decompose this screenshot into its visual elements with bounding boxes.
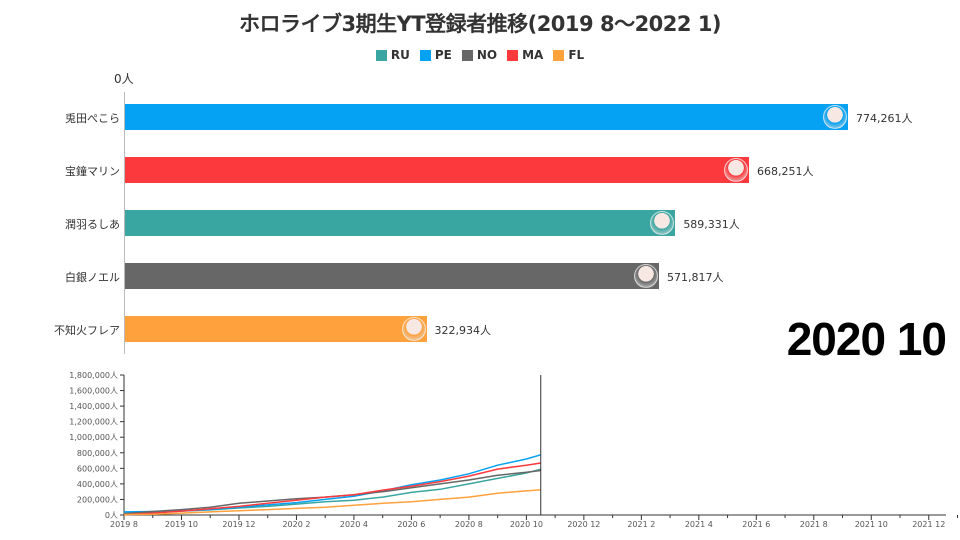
x-tick-label: 2019 12 xyxy=(222,520,255,529)
legend-item-pe[interactable]: PE xyxy=(419,48,452,62)
x-tick-label: 2021 12 xyxy=(912,520,945,529)
x-tick-label: 2019 10 xyxy=(165,520,198,529)
bar-category-label: 白銀ノエル xyxy=(65,271,120,284)
x-tick-label: 2020 6 xyxy=(397,520,425,529)
x-tick-label: 2020 12 xyxy=(567,520,600,529)
x-tick-label: 2020 8 xyxy=(455,520,483,529)
current-date-label: 2020 10 xyxy=(786,313,947,365)
y-tick-label: 1,000,000人 xyxy=(69,433,118,442)
legend-swatch xyxy=(419,49,431,61)
x-tick-label: 2021 4 xyxy=(685,520,713,529)
legend-swatch xyxy=(507,49,519,61)
y-tick-label: 1,400,000人 xyxy=(69,402,118,411)
line-series-fl xyxy=(123,489,541,516)
x-tick-label: 2020 10 xyxy=(510,520,543,529)
legend-item-ma[interactable]: MA xyxy=(507,48,543,62)
x-tick-label: 2020 4 xyxy=(340,520,368,529)
legend: RU PE NO MA FL xyxy=(0,48,960,62)
bar-value-label: 322,934人 xyxy=(434,324,492,337)
x-tick-label: 2019 8 xyxy=(110,520,138,529)
y-tick-label: 200,000人 xyxy=(77,495,118,504)
x-tick-label: 2021 6 xyxy=(742,520,770,529)
y-tick-label: 600,000人 xyxy=(77,464,118,473)
bar-axis-zero-label: 0人 xyxy=(114,72,134,86)
y-tick-label: 800,000人 xyxy=(77,449,118,458)
avatar-icon xyxy=(823,105,847,129)
legend-item-no[interactable]: NO xyxy=(461,48,498,62)
bar-ru[interactable] xyxy=(125,210,676,236)
avatar-icon xyxy=(401,317,426,341)
legend-item-fl[interactable]: FL xyxy=(553,48,584,62)
legend-swatch xyxy=(461,49,473,61)
line-series-ma xyxy=(123,462,541,516)
legend-item-ru[interactable]: RU xyxy=(375,48,410,62)
avatar-icon xyxy=(650,211,675,235)
bar-value-label: 774,261人 xyxy=(856,112,913,125)
legend-label: MA xyxy=(522,48,544,62)
line-chart: 0人 200,000人 400,000人 600,000人 800,000人 1,000,… xyxy=(69,371,958,529)
bar-value-label: 668,251人 xyxy=(757,165,814,178)
x-tick-label: 2021 2 xyxy=(627,520,655,529)
y-tick-label: 1,800,000人 xyxy=(69,371,118,380)
bar-axis-line xyxy=(124,92,125,354)
avatar-icon xyxy=(724,158,748,182)
bar-value-label: 589,331人 xyxy=(683,218,740,231)
bar-category-label: 潤羽るしあ xyxy=(65,218,120,231)
legend-swatch xyxy=(375,49,387,61)
legend-label: NO xyxy=(476,48,498,62)
legend-label: FL xyxy=(568,48,585,62)
legend-label: RU xyxy=(390,48,410,62)
x-tick-label: 2021 8 xyxy=(800,520,828,529)
x-tick-label: 2020 2 xyxy=(282,520,310,529)
avatar-icon xyxy=(633,264,658,288)
x-tick-label: 2021 10 xyxy=(855,520,888,529)
bar-fl[interactable] xyxy=(125,316,427,342)
bar-ma[interactable] xyxy=(125,157,749,183)
bar-pe[interactable] xyxy=(125,104,848,130)
bar-category-label: 不知火フレア xyxy=(54,324,120,337)
bar-category-label: 兎田ぺこら xyxy=(65,112,120,125)
chart-title: ホロライブ3期生YT登録者推移(2019 8〜2022 1) xyxy=(238,12,722,36)
legend-label: PE xyxy=(434,48,452,62)
bar-no[interactable] xyxy=(125,263,659,289)
bar-category-label: 宝鐘マリン xyxy=(65,165,120,178)
line-series-pe xyxy=(123,454,541,513)
y-tick-label: 400,000人 xyxy=(77,480,118,489)
y-tick-label: 0人 xyxy=(105,511,118,520)
legend-swatch xyxy=(553,49,565,61)
bar-value-label: 571,817人 xyxy=(666,271,724,284)
y-tick-label: 1,600,000人 xyxy=(69,387,118,396)
y-tick-label: 1,200,000人 xyxy=(69,418,118,427)
